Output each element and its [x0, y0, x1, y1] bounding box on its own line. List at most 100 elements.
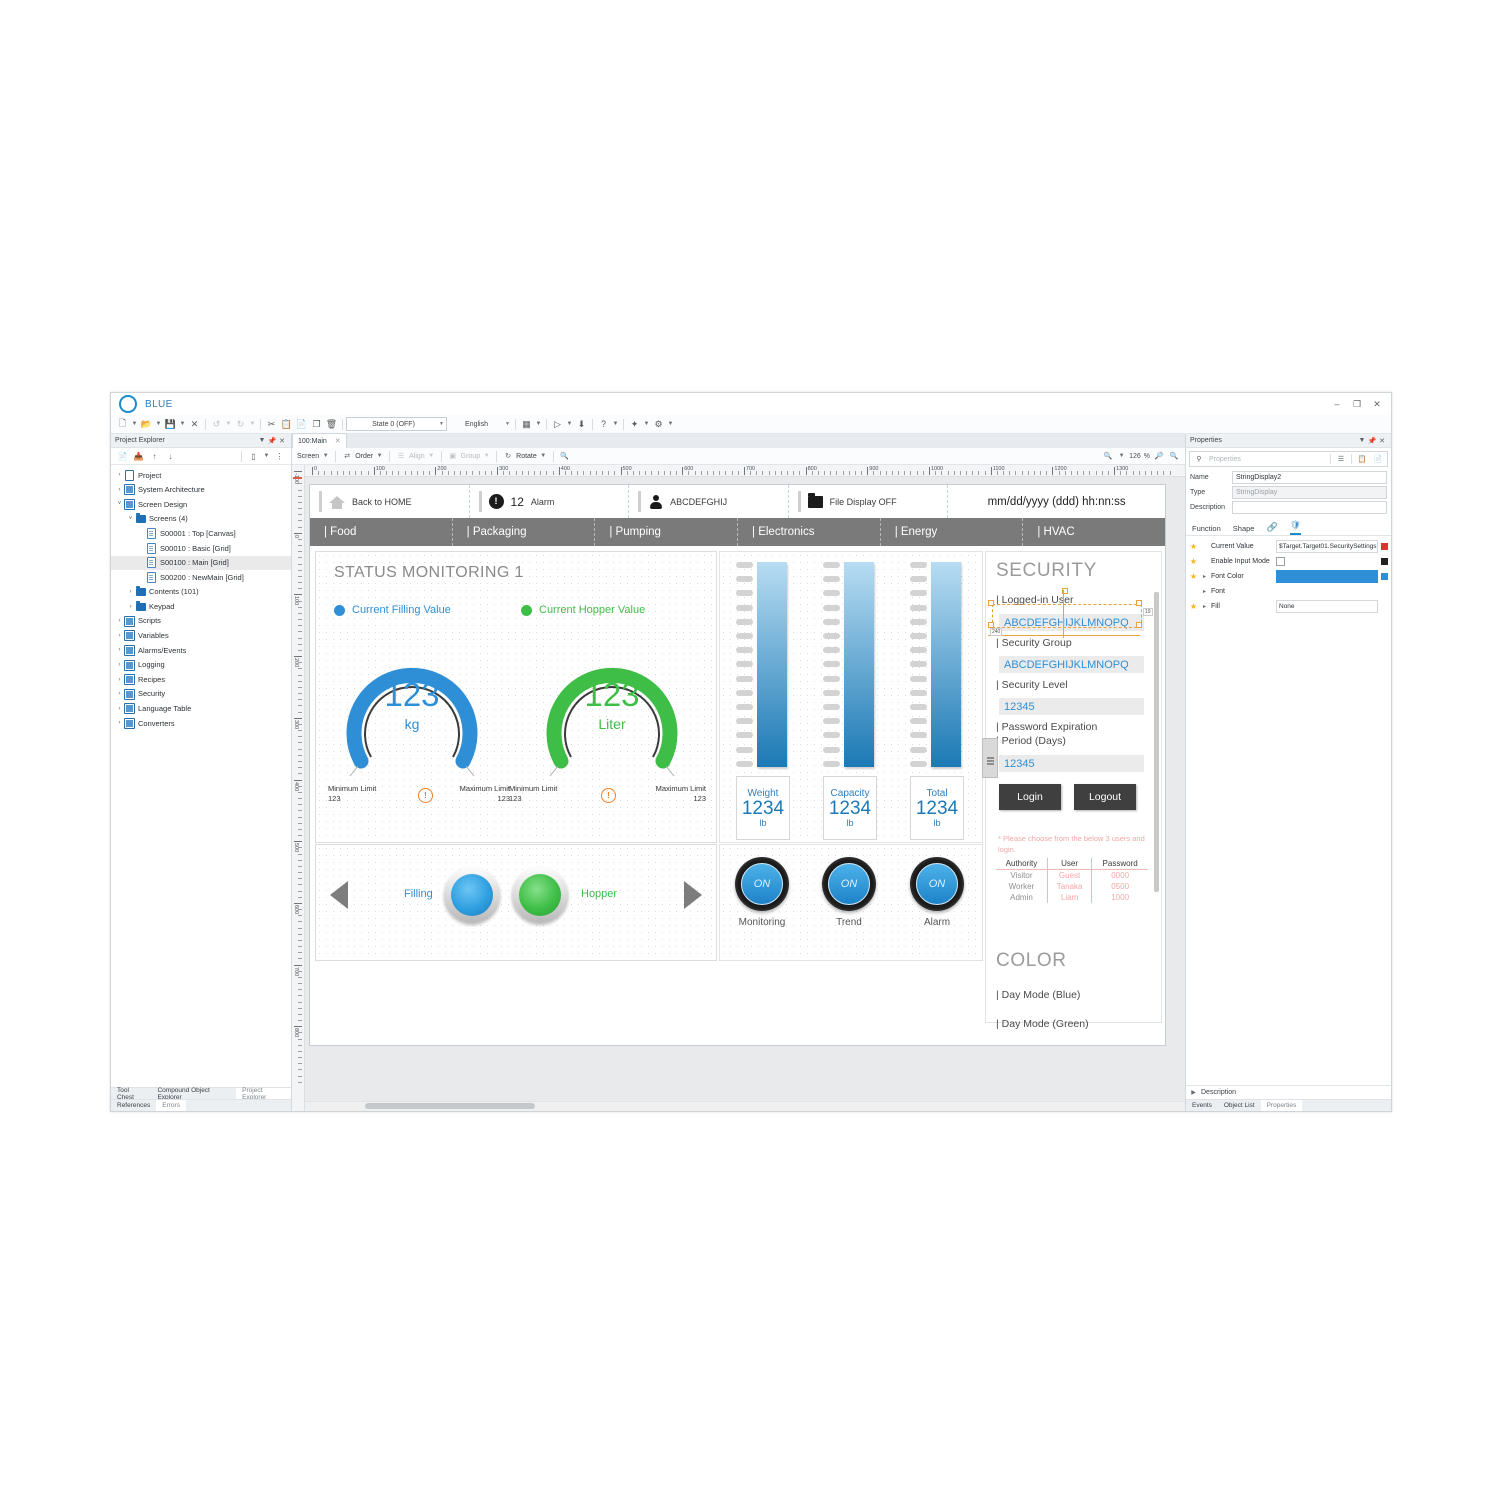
tree-arrow-icon[interactable]: ›: [118, 486, 121, 493]
hopper-lamp-button[interactable]: [512, 867, 568, 923]
panel-tab-tool-chest[interactable]: Tool Chest: [111, 1087, 152, 1101]
properties-close-icon[interactable]: ✕: [1379, 437, 1385, 445]
properties-search[interactable]: ⚲ Properties ☰ 📋 📄: [1189, 451, 1388, 467]
rotate-menu[interactable]: ↻ Rotate ▼: [502, 449, 548, 464]
open-file-icon[interactable]: 📂: [140, 418, 153, 429]
panel-tab-compound-object-explorer[interactable]: Compound Object Explorer: [151, 1087, 237, 1101]
redo-chevron-icon[interactable]: ▼: [249, 421, 256, 427]
hmi-alarm-button[interactable]: ! 12 Alarm: [470, 485, 630, 518]
nav-item-packaging[interactable]: | Packaging: [453, 518, 596, 546]
move-up-icon[interactable]: ↑: [152, 451, 157, 461]
download-icon[interactable]: ⬇: [577, 418, 586, 429]
property-enable-input-mode-checkbox[interactable]: [1276, 557, 1285, 566]
new-file-icon[interactable]: 🗋: [118, 418, 127, 428]
run-chevron-icon[interactable]: ▼: [566, 421, 573, 427]
tree-arrow-icon[interactable]: ˅: [117, 501, 122, 508]
cut-icon[interactable]: ✂: [267, 418, 276, 429]
order-menu[interactable]: ⇄ Order ▼: [341, 449, 384, 464]
run-icon[interactable]: ▷: [554, 418, 561, 429]
selection-handle[interactable]: [988, 622, 994, 628]
property-font-color-color-chip[interactable]: [1381, 573, 1388, 580]
tree-item-converters[interactable]: › Converters: [111, 716, 291, 731]
hmi-file-display-button[interactable]: File Display OFF: [789, 485, 949, 518]
tree-arrow-icon[interactable]: ›: [118, 676, 121, 683]
alarm-button[interactable]: ON: [910, 857, 964, 911]
panel-tab-project-explorer[interactable]: Project Explorer: [236, 1087, 291, 1101]
footer-tab-references[interactable]: References: [111, 1100, 157, 1111]
selection-handle[interactable]: [988, 600, 994, 606]
selection-box[interactable]: [992, 604, 1142, 628]
tree-arrow-icon[interactable]: ›: [118, 691, 121, 698]
tab-link[interactable]: 🔗: [1266, 522, 1277, 535]
delete-icon[interactable]: 🗑: [325, 418, 338, 429]
description-footer[interactable]: ▶ Description: [1186, 1085, 1391, 1099]
tree-item-security[interactable]: › Security: [111, 687, 291, 702]
tab-security[interactable]: 🛡: [1289, 520, 1302, 535]
minimize-button[interactable]: –: [1334, 399, 1340, 409]
tree-item-alarms-events[interactable]: › Alarms/Events: [111, 643, 291, 658]
tree-item-project[interactable]: › Project: [111, 468, 291, 483]
tree-item-recipes[interactable]: › Recipes: [111, 672, 291, 687]
expand-chevron-icon[interactable]: ▸: [1202, 589, 1206, 595]
screen-menu[interactable]: Screen ▼: [297, 449, 330, 464]
nav-item-electronics[interactable]: | Electronics: [738, 518, 881, 546]
properties-menu-chevron-icon[interactable]: ▼: [1358, 437, 1366, 444]
settings-chevron-icon[interactable]: ▼: [667, 421, 674, 427]
redo-icon[interactable]: ↻: [236, 418, 245, 429]
hmi-screen[interactable]: Back to HOME ! 12 Alarm: [310, 485, 1165, 1045]
preview-icon[interactable]: 🔍: [560, 453, 570, 460]
tree-item-s00100-main-grid[interactable]: S00100 : Main [Grid]: [111, 555, 291, 571]
tree-item-s00010-basic-grid[interactable]: S00010 : Basic [Grid]: [111, 541, 291, 556]
monitoring-button[interactable]: ON: [735, 857, 789, 911]
selection-handle[interactable]: [1136, 622, 1142, 628]
nav-item-energy[interactable]: | Energy: [881, 518, 1024, 546]
properties-footer-tab-properties[interactable]: Properties: [1260, 1100, 1303, 1111]
group-menu[interactable]: ▣ Group ▼: [447, 449, 491, 464]
tree-item-system-architecture[interactable]: › System Architecture: [111, 483, 291, 498]
favorite-star-icon[interactable]: ★: [1189, 542, 1198, 551]
security-group-value[interactable]: ABCDEFGHIJKLMNOPQ: [999, 656, 1144, 673]
tree-item-s00001-top-canvas[interactable]: S00001 : Top [Canvas]: [111, 526, 291, 541]
tree-arrow-icon[interactable]: ›: [129, 603, 132, 610]
panel-resize-grip[interactable]: [982, 738, 998, 778]
layout-chevron-icon[interactable]: ▼: [535, 421, 542, 427]
zoom-out-icon[interactable]: 🔎: [1154, 453, 1164, 460]
settings-gear-icon[interactable]: ⚙: [654, 418, 663, 429]
zoom-dropdown-icon[interactable]: 🔍: [1103, 453, 1113, 460]
more-options-icon[interactable]: ⋮: [275, 451, 284, 461]
document-tab-main[interactable]: 100:Main ✕: [292, 433, 347, 448]
tree-item-contents-101[interactable]: › Contents (101): [111, 585, 291, 600]
expand-chevron-icon[interactable]: ▸: [1202, 604, 1206, 610]
help-icon[interactable]: ?: [600, 419, 606, 429]
save-chevron-icon[interactable]: ▼: [179, 421, 186, 427]
property-fill-value[interactable]: None: [1276, 600, 1378, 613]
security-panel-scrollbar[interactable]: [1154, 592, 1159, 892]
undo-icon[interactable]: ↺: [212, 418, 221, 429]
prev-arrow-icon[interactable]: [330, 881, 348, 909]
view-mode-icon[interactable]: ▯: [251, 451, 256, 461]
property-font-color-swatch[interactable]: [1276, 570, 1378, 583]
tree-arrow-icon[interactable]: ›: [118, 632, 121, 639]
properties-footer-tab-events[interactable]: Events: [1186, 1100, 1218, 1111]
paste-properties-icon[interactable]: 📄: [1373, 456, 1383, 463]
property-current-value-color-chip[interactable]: [1381, 543, 1388, 550]
tree-item-screens-4[interactable]: ˅ Screens (4): [111, 512, 291, 527]
panel-pin-icon[interactable]: 📌: [267, 437, 277, 445]
selection-handle[interactable]: [1136, 600, 1142, 606]
tree-item-keypad[interactable]: › Keypad: [111, 599, 291, 614]
canvas-horizontal-scrollbar[interactable]: [305, 1101, 1185, 1111]
hmi-user-button[interactable]: ABCDEFGHIJ: [629, 485, 789, 518]
property-description-input[interactable]: [1232, 501, 1387, 514]
tree-arrow-icon[interactable]: ›: [118, 705, 121, 712]
favorite-star-icon[interactable]: ★: [1189, 602, 1198, 611]
tree-item-variables[interactable]: › Variables: [111, 629, 291, 644]
logged-in-user-value[interactable]: ABCDEFGHIJKLMNOPQ: [999, 614, 1144, 631]
tree-arrow-icon[interactable]: ˅: [128, 516, 133, 523]
duplicate-icon[interactable]: ❐: [312, 418, 321, 429]
new-file-chevron-icon[interactable]: ▼: [131, 421, 138, 427]
panel-menu-chevron-icon[interactable]: ▼: [258, 437, 266, 444]
tree-item-language-table[interactable]: › Language Table: [111, 702, 291, 717]
view-mode-chevron-icon[interactable]: ▼: [263, 453, 270, 459]
favorite-star-icon[interactable]: ★: [1189, 557, 1198, 566]
hmi-back-home-button[interactable]: Back to HOME: [310, 485, 470, 518]
